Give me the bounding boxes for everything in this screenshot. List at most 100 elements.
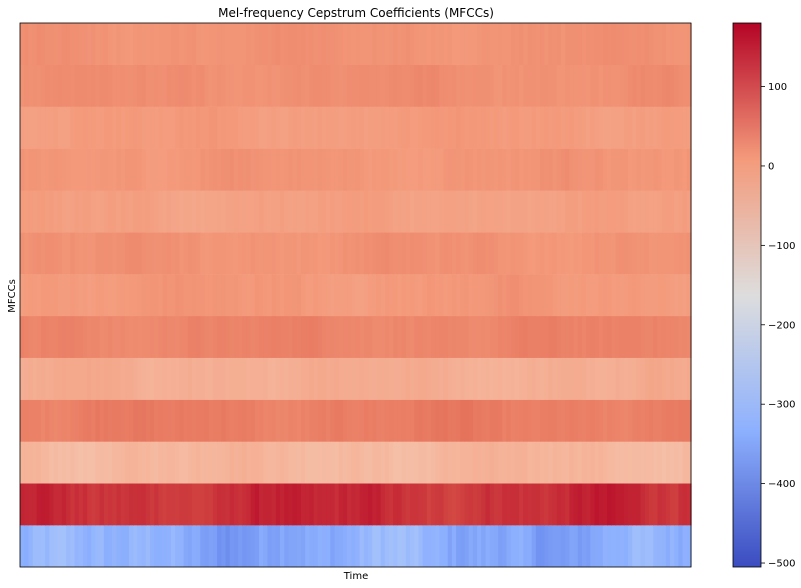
- heatmap-cell: [129, 483, 134, 526]
- heatmap-cell: [351, 232, 357, 275]
- heatmap-cell: [334, 315, 340, 358]
- heatmap-cell: [112, 357, 118, 400]
- heatmap-cell: [263, 190, 269, 233]
- heatmap-cell: [129, 232, 134, 275]
- heatmap-cell: [204, 23, 210, 66]
- heatmap-cell: [141, 148, 147, 191]
- heatmap-cell: [78, 441, 84, 484]
- heatmap-cell: [191, 483, 197, 526]
- heatmap-cell: [456, 274, 461, 317]
- heatmap-cell: [682, 483, 688, 526]
- heatmap-cell: [317, 190, 323, 233]
- heatmap-cell: [393, 315, 399, 358]
- heatmap-cell: [376, 23, 382, 66]
- heatmap-cell: [158, 190, 164, 233]
- heatmap-cell: [196, 106, 201, 149]
- heatmap-cell: [552, 64, 558, 107]
- heatmap-cell: [657, 106, 663, 149]
- heatmap-cell: [657, 23, 663, 66]
- heatmap-cell: [70, 315, 76, 358]
- heatmap-cell: [514, 315, 520, 358]
- heatmap-cell: [242, 64, 248, 107]
- heatmap-cell: [456, 190, 461, 233]
- heatmap-cell: [284, 190, 289, 233]
- heatmap-cell: [280, 525, 285, 568]
- heatmap-cell: [628, 357, 633, 400]
- heatmap-cell: [636, 23, 642, 66]
- heatmap-cell: [137, 232, 143, 275]
- heatmap-cell: [99, 357, 105, 400]
- heatmap-cell: [535, 23, 541, 66]
- heatmap-cell: [569, 357, 575, 400]
- heatmap-cell: [108, 399, 113, 442]
- heatmap-cell: [221, 64, 227, 107]
- heatmap-cell: [632, 483, 638, 526]
- heatmap-cell: [120, 106, 126, 149]
- heatmap-cell: [665, 357, 671, 400]
- heatmap-cell: [594, 232, 600, 275]
- heatmap-cell: [447, 23, 453, 66]
- heatmap-cell: [91, 23, 97, 66]
- heatmap-cell: [464, 357, 470, 400]
- heatmap-cell: [531, 190, 537, 233]
- heatmap-cell: [619, 315, 625, 358]
- heatmap-cell: [313, 483, 319, 526]
- heatmap-cell: [225, 190, 231, 233]
- heatmap-cell: [116, 315, 122, 358]
- heatmap-cell: [275, 399, 281, 442]
- heatmap-cell: [435, 23, 440, 66]
- heatmap-cell: [514, 357, 520, 400]
- heatmap-cell: [401, 106, 407, 149]
- heatmap-cell: [334, 525, 340, 568]
- heatmap-cell: [166, 106, 172, 149]
- heatmap-cell: [443, 106, 449, 149]
- heatmap-cell: [552, 106, 558, 149]
- heatmap-cell: [481, 190, 487, 233]
- heatmap-cell: [170, 399, 176, 442]
- heatmap-cell: [271, 483, 277, 526]
- heatmap-cell: [150, 64, 155, 107]
- heatmap-cell: [225, 525, 231, 568]
- heatmap-cell: [49, 357, 55, 400]
- heatmap-cell: [183, 64, 189, 107]
- heatmap-cell: [183, 357, 189, 400]
- heatmap-cell: [24, 64, 29, 107]
- heatmap-cell: [632, 64, 638, 107]
- heatmap-cell: [183, 315, 189, 358]
- heatmap-cell: [305, 64, 310, 107]
- heatmap-cell: [493, 483, 499, 526]
- heatmap-cell: [57, 232, 63, 275]
- heatmap-cell: [20, 190, 25, 233]
- heatmap-cell: [275, 441, 281, 484]
- heatmap-cell: [531, 232, 537, 275]
- heatmap-cell: [628, 315, 633, 358]
- heatmap-cell: [384, 148, 390, 191]
- heatmap-cell: [82, 357, 88, 400]
- heatmap-cell: [32, 357, 38, 400]
- heatmap-cell: [24, 23, 29, 66]
- heatmap-cell: [632, 357, 638, 400]
- heatmap-cell: [82, 525, 88, 568]
- heatmap-cell: [602, 315, 608, 358]
- heatmap-cell: [472, 441, 478, 484]
- heatmap-cell: [162, 357, 168, 400]
- heatmap-cell: [535, 315, 541, 358]
- heatmap-cell: [280, 148, 285, 191]
- heatmap-cell: [154, 399, 159, 442]
- heatmap-cell: [275, 525, 281, 568]
- heatmap-cell: [200, 525, 206, 568]
- heatmap-cell: [670, 441, 675, 484]
- heatmap-cell: [70, 441, 76, 484]
- heatmap-cell: [414, 274, 419, 317]
- heatmap-cell: [191, 148, 197, 191]
- colorbar-tick-label: −500: [768, 559, 795, 570]
- heatmap-cell: [145, 483, 151, 526]
- heatmap-cell: [225, 315, 231, 358]
- y-axis-label: MFCCs: [7, 279, 18, 313]
- heatmap-cell: [263, 274, 269, 317]
- heatmap-cell: [78, 23, 84, 66]
- heatmap-cell: [338, 190, 344, 233]
- heatmap-cell: [267, 148, 273, 191]
- heatmap-cell: [418, 23, 424, 66]
- heatmap-cell: [481, 441, 487, 484]
